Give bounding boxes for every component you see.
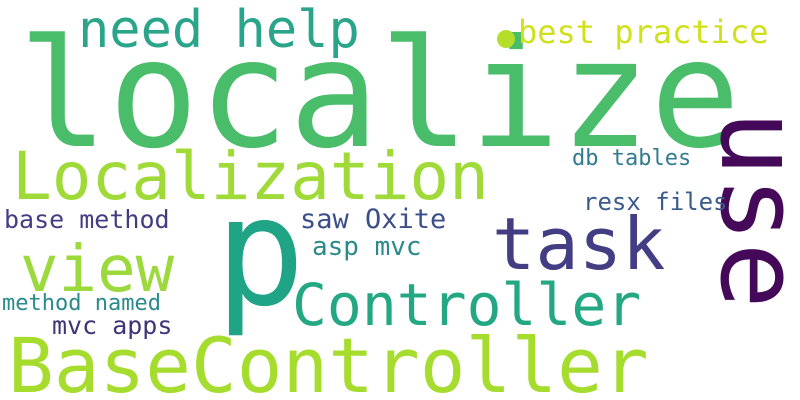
word-controller: Controller <box>292 271 642 339</box>
word-method-named: method named <box>2 291 161 316</box>
word-localize: localize <box>18 8 741 182</box>
word-mvc-apps: mvc apps <box>52 311 173 340</box>
word-task: task <box>492 202 666 286</box>
word-saw-oxite: saw Oxite <box>300 204 447 235</box>
word-view: view <box>20 233 175 307</box>
word-best-practice: best practice <box>518 13 769 51</box>
decorative-dot <box>497 30 515 48</box>
word-asp-mvc: asp mvc <box>312 232 422 262</box>
word-need-help: need help <box>78 0 360 60</box>
word-p: p <box>215 166 306 340</box>
word-basecontroller: BaseController <box>8 321 649 400</box>
word-base-method: base method <box>4 205 170 234</box>
word-resx-files: resx files <box>583 188 728 216</box>
word-localization: Localization <box>12 138 489 215</box>
word-db-tables: db tables <box>572 146 692 171</box>
